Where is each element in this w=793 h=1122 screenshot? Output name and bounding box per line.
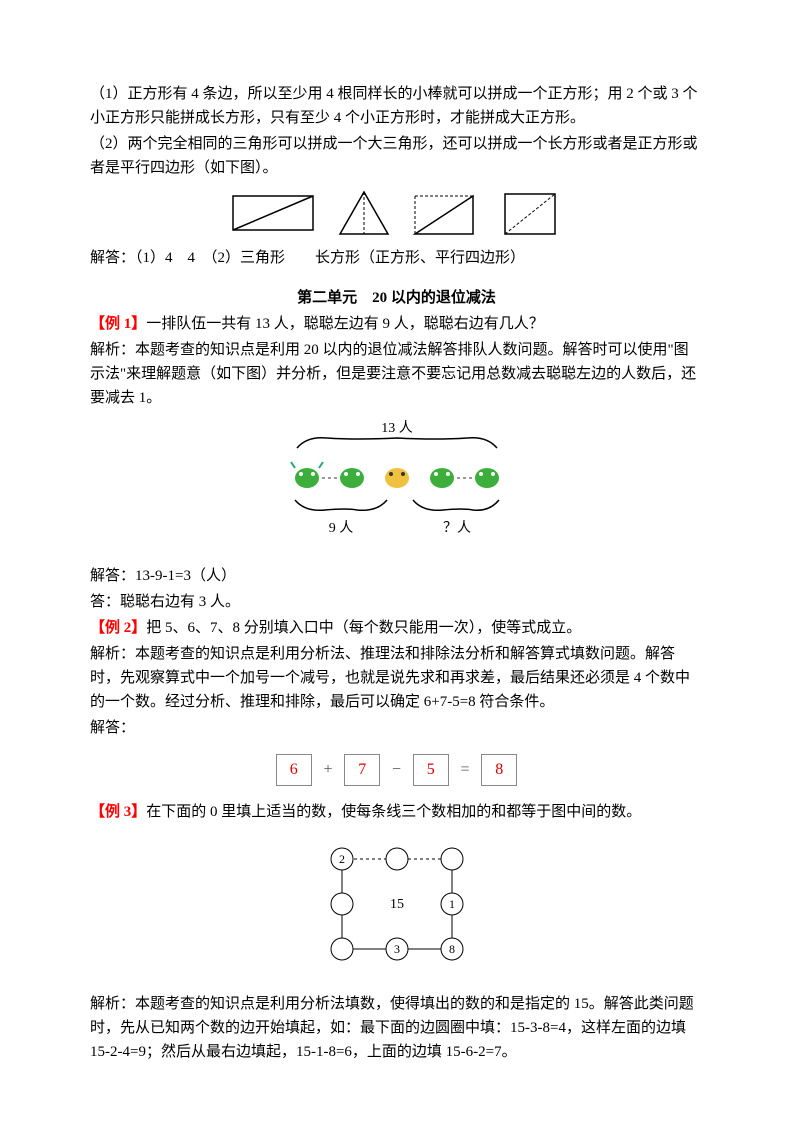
fig-left-label: 9 人 — [328, 520, 353, 536]
example-3-analysis: 解析：本题考查的知识点是利用分析法填数，使得填出的数的和是指定的 15。解答此类… — [90, 992, 703, 1064]
node-circle: 3 — [386, 938, 408, 960]
example-3: 【例 3】在下面的 0 里填上适当的数，使每条线三个数相加的和都等于图中间的数。 — [90, 800, 703, 824]
node-circle: 2 — [331, 848, 353, 870]
bug-icon — [475, 468, 499, 488]
square-diagonal-dashed-icon — [495, 188, 565, 238]
queue-figure: 13 人 9 人 ？人 — [90, 418, 703, 556]
example-1: 【例 1】一排队伍一共有 13 人，聪聪左边有 9 人，聪聪右边有几人？ — [90, 312, 703, 336]
rectangle-diagonal-icon — [228, 188, 318, 238]
node-circle: 8 — [441, 938, 463, 960]
equation-boxes: 6 + 7 − 5 = 8 — [90, 754, 703, 786]
svg-text:3: 3 — [394, 942, 400, 956]
paragraph-2: （2）两个完全相同的三角形可以拼成一个大三角形，还可以拼成一个长方形或者是正方形… — [90, 132, 703, 180]
node-circle: 1 — [441, 893, 463, 915]
eq-box-a: 6 — [276, 754, 312, 786]
plus-icon: + — [323, 757, 332, 783]
right-brace-icon — [413, 500, 499, 510]
answer-1: 解答：（1）4 4 （2）三角形 长方形（正方形、平行四边形） — [90, 246, 703, 270]
eq-box-b: 7 — [344, 754, 380, 786]
eq-box-c: 5 — [413, 754, 449, 786]
example-3-label: 【例 3】 — [90, 804, 146, 820]
equals-icon: = — [461, 757, 470, 783]
eq-box-d: 8 — [481, 754, 517, 786]
node-circle-empty — [386, 848, 408, 870]
example-1-solution-2: 答：聪聪右边有 3 人。 — [90, 590, 703, 614]
minus-icon: − — [392, 757, 401, 783]
magic-square-figure: 2 15 1 3 8 — [90, 834, 703, 982]
shapes-diagram — [90, 188, 703, 238]
example-1-analysis: 解析：本题考查的知识点是利用 20 以内的退位减法解答排队人数问题。解答时可以使… — [90, 338, 703, 410]
example-2-solution-label: 解答： — [90, 716, 703, 740]
svg-text:8: 8 — [449, 942, 455, 956]
center-value: 15 — [390, 897, 404, 912]
example-2-label: 【例 2】 — [90, 620, 146, 636]
example-1-solution-1: 解答：13-9-1=3（人） — [90, 564, 703, 588]
bug-icon — [340, 468, 364, 488]
bug-icon — [291, 462, 323, 488]
node-circle-empty — [331, 893, 353, 915]
bug-yellow-icon — [385, 468, 409, 488]
tall-triangle-icon — [334, 188, 394, 238]
example-2-question: 把 5、6、7、8 分别填入口中（每个数只能用一次），使等式成立。 — [146, 620, 581, 636]
unit-title: 第二单元 20 以内的退位减法 — [90, 286, 703, 310]
bug-icon — [430, 468, 454, 488]
top-brace-icon — [297, 438, 497, 448]
node-circle-empty — [331, 938, 353, 960]
example-1-question: 一排队伍一共有 13 人，聪聪左边有 9 人，聪聪右边有几人？ — [146, 316, 544, 332]
right-triangle-dashed-icon — [409, 188, 479, 238]
left-brace-icon — [295, 500, 387, 510]
svg-text:2: 2 — [339, 852, 345, 866]
example-2: 【例 2】把 5、6、7、8 分别填入口中（每个数只能用一次），使等式成立。 — [90, 616, 703, 640]
fig-right-label: ？人 — [443, 520, 471, 536]
fig-top-label: 13 人 — [381, 420, 413, 436]
node-circle-empty — [441, 848, 463, 870]
example-2-analysis: 解析：本题考查的知识点是利用分析法、推理法和排除法分析和解答算式填数问题。解答时… — [90, 642, 703, 714]
paragraph-1: （1）正方形有 4 条边，所以至少用 4 根同样长的小棒就可以拼成一个正方形；用… — [90, 82, 703, 130]
example-3-question: 在下面的 0 里填上适当的数，使每条线三个数相加的和都等于图中间的数。 — [146, 804, 641, 820]
example-1-label: 【例 1】 — [90, 316, 146, 332]
svg-text:1: 1 — [449, 897, 455, 911]
